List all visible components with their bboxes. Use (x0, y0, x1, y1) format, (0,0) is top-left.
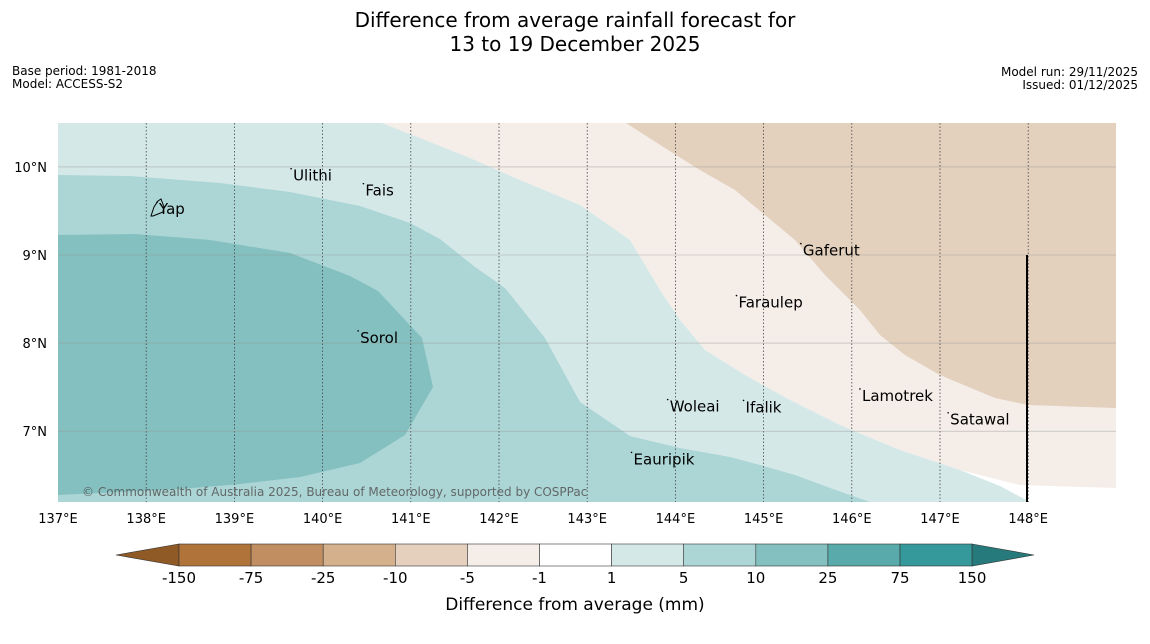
longitude-tick-label: 143°E (567, 512, 607, 527)
colorbar-bin (899, 543, 973, 567)
longitude-tick-label: 139°E (215, 512, 255, 527)
latitude-tick-label: 9°N (23, 249, 48, 264)
island-marker (156, 201, 158, 203)
title-line-2: 13 to 19 December 2025 (449, 32, 701, 56)
place-label: Gaferut (803, 242, 860, 260)
metadata-right: Model run: 29/11/2025 Issued: 01/12/2025 (1001, 66, 1138, 92)
issued-text: Issued: 01/12/2025 (1022, 78, 1138, 92)
colorbar-bin (683, 543, 757, 567)
longitude-tick-label: 140°E (303, 512, 343, 527)
colorbar-tick-label: 10 (746, 569, 765, 587)
colorbar-bin (178, 543, 252, 567)
base-period-text: Base period: 1981-2018 (12, 64, 157, 78)
place-label: Faraulep (738, 294, 802, 312)
colorbar-bin (322, 543, 396, 567)
colorbar-tick-label: -1 (532, 569, 547, 587)
longitude-tick-label: 138°E (126, 512, 166, 527)
colorbar-bin (611, 543, 684, 567)
island-marker (742, 399, 745, 402)
colorbar (115, 543, 1035, 567)
title-line-1: Difference from average rainfall forecas… (354, 8, 796, 32)
metadata-left: Base period: 1981-2018 Model: ACCESS-S2 (12, 65, 157, 91)
colorbar-tick-label: 150 (958, 569, 987, 587)
colorbar-bin (539, 543, 612, 567)
colorbar-tick-label: -75 (239, 569, 264, 587)
colorbar-tick-labels: -150 -75 -25 -10 -5 -1 1 5 10 25 75 150 (162, 569, 986, 587)
colorbar-bin (250, 543, 324, 567)
island-marker (630, 451, 633, 454)
colorbar-bin (755, 543, 829, 567)
place-label: Yap (158, 200, 185, 218)
place-label: Sorol (360, 329, 398, 347)
colorbar-tick-label: -10 (383, 569, 408, 587)
longitude-tick-label: 142°E (479, 512, 519, 527)
contour-medium-teal (58, 234, 433, 495)
island-marker (362, 182, 365, 185)
longitude-tick-label: 148°E (1008, 512, 1048, 527)
place-label: Satawal (950, 411, 1009, 429)
island-marker (666, 398, 669, 401)
colorbar-tick-label: 1 (607, 569, 617, 587)
colorbar-label: Difference from average (mm) (445, 595, 704, 615)
latitude-tick-label: 8°N (23, 337, 48, 352)
longitude-tick-label: 137°E (38, 512, 78, 527)
model-text: Model: ACCESS-S2 (12, 77, 124, 91)
contour-brown (626, 123, 1116, 408)
colorbar-tick-label: -5 (460, 569, 475, 587)
colorbar-extend-high (971, 543, 1035, 567)
latitude-tick-label: 7°N (23, 425, 48, 440)
longitude-tick-label: 147°E (920, 512, 960, 527)
place-label: Woleai (670, 398, 720, 416)
island-marker (357, 330, 359, 332)
colorbar-bin (827, 543, 901, 567)
colorbar-tick-label: 5 (679, 569, 689, 587)
island-marker (947, 411, 949, 414)
longitude-tick-label: 145°E (744, 512, 784, 527)
longitude-tick-label: 146°E (832, 512, 872, 527)
island-marker (859, 388, 861, 390)
island-marker (290, 167, 292, 170)
longitude-tick-label: 144°E (656, 512, 696, 527)
island-marker (735, 294, 738, 297)
place-label: Ifalik (746, 398, 782, 416)
colorbar-tick-label: -25 (311, 569, 336, 587)
axis-tick-labels: 137°E 138°E 139°E 140°E 141°E 142°E 143°E 144°E… (14, 161, 1048, 527)
colorbar-tick-label: 75 (890, 569, 909, 587)
colorbar-tick-label: 25 (818, 569, 837, 587)
copyright-text: © Commonwealth of Australia 2025, Bureau… (82, 485, 587, 499)
map-title: Difference from average rainfall forecas… (0, 8, 1150, 56)
place-label: Lamotrek (862, 387, 933, 405)
colorbar-bin (394, 543, 468, 567)
place-label: Fais (365, 182, 394, 200)
colorbar-extend-low (115, 543, 180, 567)
latitude-tick-label: 10°N (14, 161, 47, 176)
colorbar-tick-label: -150 (162, 569, 196, 587)
place-labels: Yap Ulithi Fais Gaferut Faraulep Sorol Woleai I… (156, 167, 1010, 468)
colorbar-bin (467, 543, 540, 567)
coastline-yap (150, 198, 165, 217)
gridlines (58, 123, 1116, 502)
place-label: Ulithi (293, 167, 332, 185)
island-marker (800, 242, 802, 245)
model-run-text: Model run: 29/11/2025 (1000, 65, 1138, 79)
place-label: Eauripik (634, 450, 695, 468)
longitude-tick-label: 141°E (391, 512, 431, 527)
